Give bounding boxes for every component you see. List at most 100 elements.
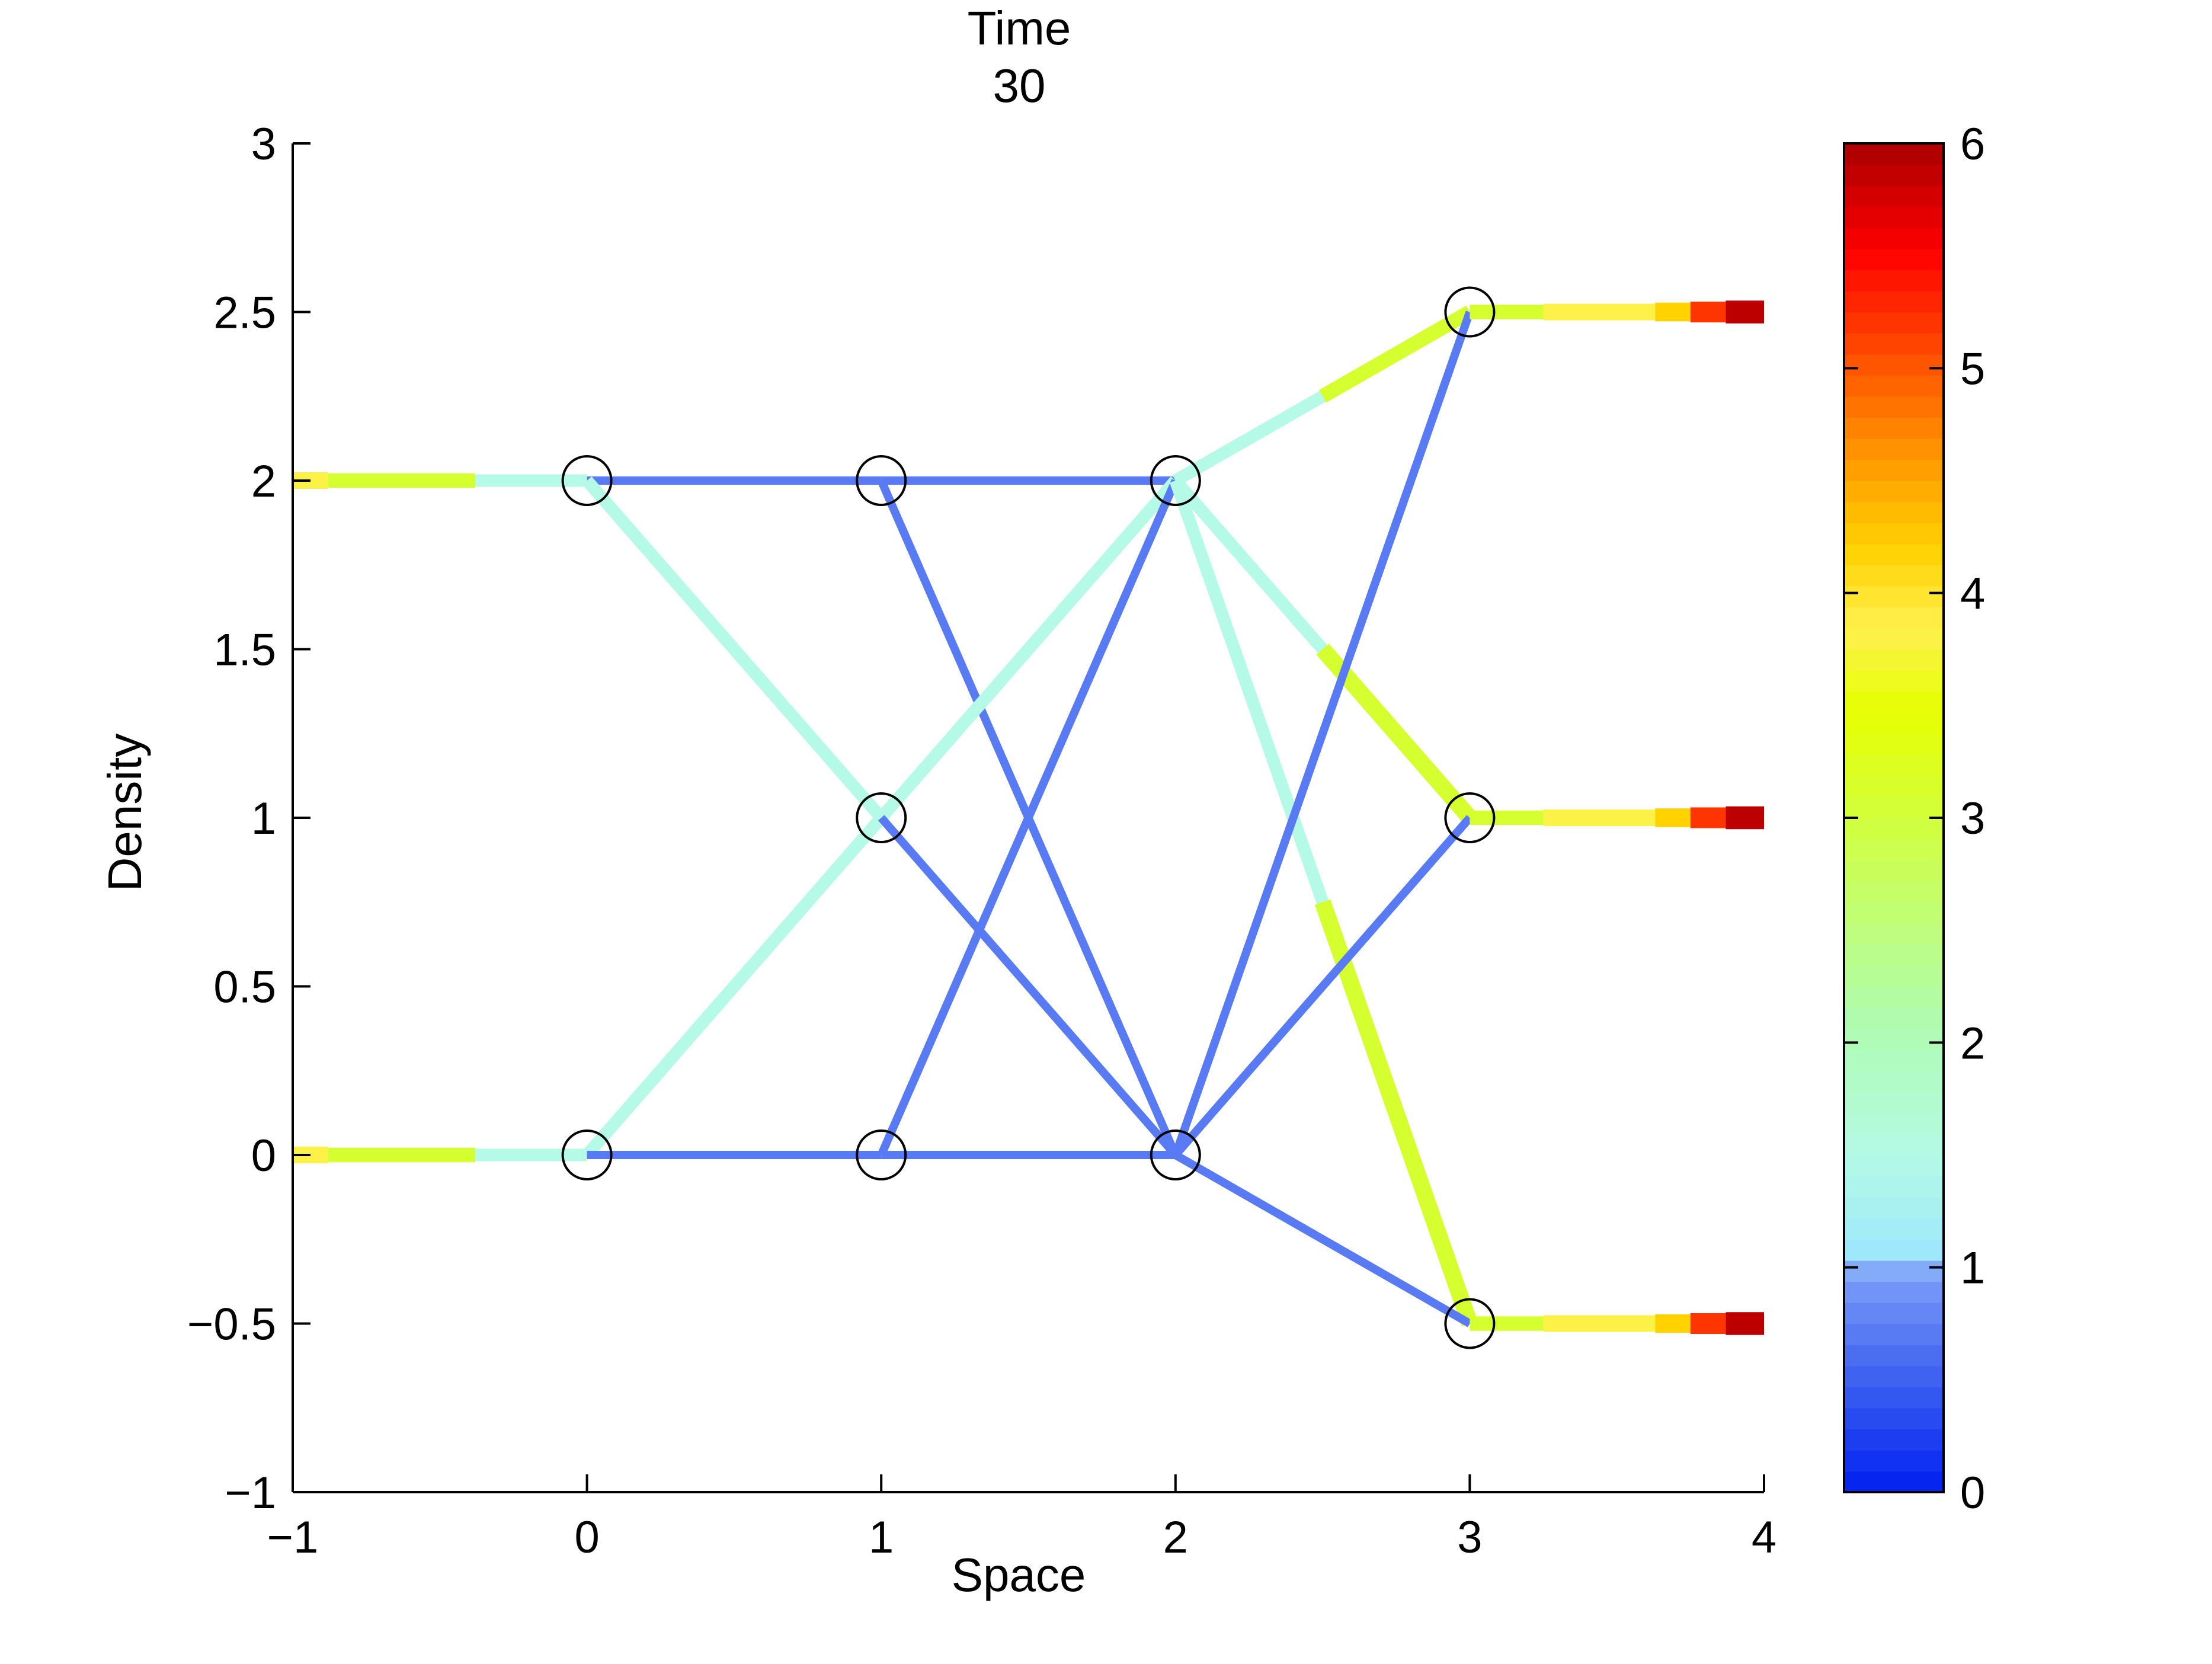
colorbar-band-41 xyxy=(1844,607,1944,629)
colorbar-band-39 xyxy=(1844,649,1944,671)
edge-segment-18 xyxy=(1170,476,1328,654)
colorbar-band-17 xyxy=(1844,1112,1944,1135)
y-tick-label-0: −1 xyxy=(225,1468,276,1518)
colorbar-band-21 xyxy=(1844,1028,1944,1050)
node-marker-7 xyxy=(1444,286,1496,338)
edge-segment-7 xyxy=(582,476,886,822)
colorbar-band-43 xyxy=(1844,565,1944,587)
colorbar-band-0 xyxy=(1844,1471,1944,1493)
y-tick-label-4: 1 xyxy=(251,793,276,844)
colorbar-band-46 xyxy=(1844,501,1944,523)
y-tick-label-2: 0 xyxy=(251,1131,276,1181)
colorbar-band-25 xyxy=(1844,944,1944,966)
colorbar-band-23 xyxy=(1844,986,1944,1008)
edge-segment-8 xyxy=(582,814,886,1159)
colorbar-band-30 xyxy=(1844,839,1944,860)
colorbar-tick-label-5: 5 xyxy=(1960,344,1985,394)
colorbar-band-14 xyxy=(1844,1176,1944,1198)
colorbar-band-20 xyxy=(1844,1049,1944,1071)
colorbar-band-57 xyxy=(1844,270,1944,292)
colorbar-band-50 xyxy=(1844,417,1944,439)
edge-segment-20 xyxy=(1169,478,1329,904)
colorbar-band-26 xyxy=(1844,923,1944,945)
colorbar-band-27 xyxy=(1844,902,1944,924)
edge-segment-14 xyxy=(877,479,1180,1157)
colorbar-band-45 xyxy=(1844,523,1944,545)
plot-axes: −1 0 1 2 3 4 −1 −0.5 0 0.5 1 1.5 2 2.5 3 xyxy=(187,119,1776,1563)
y-tick-label-5: 1.5 xyxy=(213,625,276,676)
colorbar-band-42 xyxy=(1844,585,1944,608)
edge-segment-13 xyxy=(878,815,1179,1158)
y-axis-label: Density xyxy=(98,734,151,892)
x-tick-label-0: −1 xyxy=(267,1512,319,1563)
colorbar-band-44 xyxy=(1844,543,1944,566)
node-marker-8 xyxy=(1444,792,1496,843)
edge-segment-16 xyxy=(1172,391,1326,487)
colorbar-band-4 xyxy=(1844,1387,1944,1409)
colorbar-tick-label-0: 0 xyxy=(1960,1468,1985,1518)
x-tick-label-1: 0 xyxy=(574,1512,599,1563)
colorbar-band-7 xyxy=(1844,1323,1944,1345)
colorbar-band-59 xyxy=(1844,228,1944,249)
colorbar-axis: 0 1 2 3 4 5 6 xyxy=(1843,119,1985,1518)
y-tick-label-6: 2 xyxy=(251,456,276,507)
colorbar-band-5 xyxy=(1844,1365,1944,1387)
colorbar-band-48 xyxy=(1844,459,1944,481)
y-tick-label-1: −0.5 xyxy=(187,1300,276,1350)
colorbar-band-51 xyxy=(1844,396,1944,418)
edge-segment-19 xyxy=(1316,644,1476,824)
network-nodes xyxy=(561,286,1496,1349)
plot-area: −1 0 1 2 3 4 −1 −0.5 0 0.5 1 1.5 2 2.5 3 xyxy=(187,119,1776,1563)
colorbar-band-1 xyxy=(1844,1449,1944,1472)
colorbar-gradient xyxy=(1844,143,1944,1493)
edge-segments xyxy=(293,300,1764,1335)
colorbar-band-33 xyxy=(1844,775,1944,798)
colorbar-band-53 xyxy=(1844,354,1944,376)
colorbar-band-49 xyxy=(1844,438,1944,460)
node-marker-3 xyxy=(856,792,907,843)
edge-segment-24 xyxy=(1173,1151,1472,1327)
colorbar-band-16 xyxy=(1844,1134,1944,1156)
colorbar-band-9 xyxy=(1844,1281,1944,1303)
colorbar-band-29 xyxy=(1844,860,1944,882)
colorbar-band-15 xyxy=(1844,1155,1944,1177)
y-tick-label-3: 0.5 xyxy=(213,962,276,1013)
chart-title-line-2: 30 xyxy=(993,59,1046,112)
node-marker-4 xyxy=(856,1129,907,1180)
colorbar-band-40 xyxy=(1844,628,1944,650)
y-tick-label-7: 2.5 xyxy=(213,288,276,338)
colorbar-band-35 xyxy=(1844,733,1944,756)
node-marker-0 xyxy=(561,455,613,506)
edge-segment-12 xyxy=(876,476,1180,822)
x-tick-label-5: 4 xyxy=(1752,1512,1776,1563)
colorbar-band-3 xyxy=(1844,1407,1944,1430)
colorbar-band-12 xyxy=(1844,1218,1944,1240)
edge-segment-17 xyxy=(1319,305,1474,403)
edge-segment-23 xyxy=(1172,815,1473,1158)
colorbar-band-11 xyxy=(1844,1239,1944,1261)
colorbar-tick-label-2: 2 xyxy=(1960,1018,1985,1068)
colorbar-band-61 xyxy=(1844,185,1944,207)
x-tick-label-4: 3 xyxy=(1457,1512,1482,1563)
colorbar-band-34 xyxy=(1844,754,1944,776)
colorbar-band-37 xyxy=(1844,691,1944,713)
node-marker-1 xyxy=(561,1129,613,1180)
colorbar-band-32 xyxy=(1844,796,1944,818)
edge-segment-22 xyxy=(1171,311,1474,1157)
colorbar-band-58 xyxy=(1844,248,1944,271)
colorbar-band-19 xyxy=(1844,1070,1944,1093)
colorbar-band-52 xyxy=(1844,375,1944,397)
colorbar-tick-label-1: 1 xyxy=(1960,1243,1985,1294)
colorbar-band-31 xyxy=(1844,818,1944,840)
colorbar-band-8 xyxy=(1844,1302,1944,1324)
colorbar-tick-label-4: 4 xyxy=(1960,569,1985,619)
colorbar-band-28 xyxy=(1844,881,1944,903)
colorbar-band-38 xyxy=(1844,670,1944,692)
x-axis-label: Space xyxy=(952,1548,1086,1601)
colorbar-band-63 xyxy=(1844,143,1944,165)
colorbar-band-22 xyxy=(1844,1007,1944,1029)
colorbar-band-56 xyxy=(1844,290,1944,313)
node-marker-5 xyxy=(1150,455,1201,506)
x-tick-label-2: 1 xyxy=(869,1512,894,1563)
